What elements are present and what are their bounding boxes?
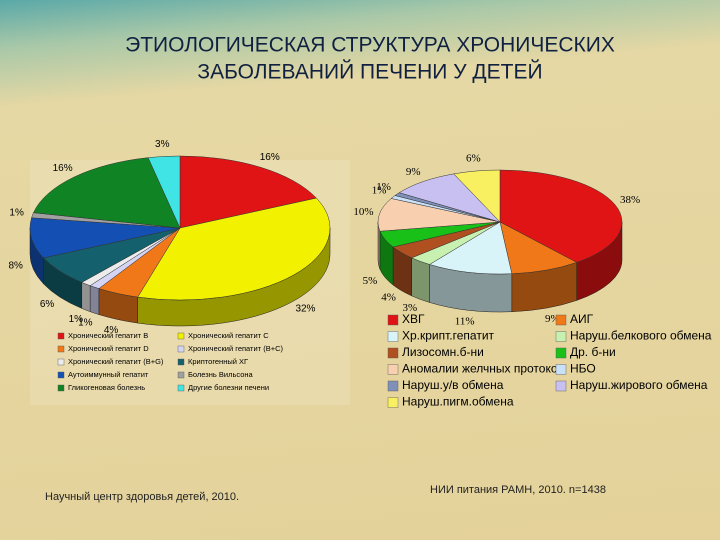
legend-swatch xyxy=(177,384,185,392)
value-label: 32% xyxy=(295,304,315,315)
legend-label: Хр.крипт.гепатит xyxy=(402,329,495,343)
value-label: 5% xyxy=(363,275,378,287)
legend-label: Наруш.жирового обмена xyxy=(570,378,708,392)
legend-swatch xyxy=(57,371,65,379)
value-label: 3% xyxy=(155,139,170,150)
legend-label: Болезнь Вильсона xyxy=(188,370,254,379)
value-label: 1% xyxy=(78,318,93,329)
legend-label: Др. б-ни xyxy=(570,345,616,359)
value-label: 6% xyxy=(466,153,481,165)
value-label: 11% xyxy=(455,315,475,327)
legend-label: Хронический гепатит (В+G) xyxy=(68,357,164,366)
slice xyxy=(499,169,623,263)
legend-label: ХВГ xyxy=(402,312,425,326)
legend-swatch xyxy=(57,332,65,340)
legend-swatch xyxy=(555,364,567,375)
value-label: 16% xyxy=(53,163,73,174)
legend-swatch xyxy=(57,345,65,353)
source: Научный центр здоровья детей, 2010. xyxy=(45,491,239,503)
slice xyxy=(137,197,331,301)
legend-label: Хронический гепатит С xyxy=(188,331,269,340)
value-label: 6% xyxy=(40,299,55,310)
value-label: 4% xyxy=(104,325,119,336)
title-line: ЭТИОЛОГИЧЕСКАЯ СТРУКТУРА ХРОНИЧЕСКИХ xyxy=(125,34,615,57)
value-label: 10% xyxy=(353,206,373,218)
legend-label: Наруш.белкового обмена xyxy=(570,329,712,343)
legend-label: Хронический гепатит В xyxy=(68,331,148,340)
value-label: 1% xyxy=(372,185,387,197)
legend-swatch xyxy=(387,331,399,342)
slice-side xyxy=(89,285,100,315)
value-label: 9% xyxy=(406,166,421,178)
legend-swatch xyxy=(387,347,399,359)
legend-swatch xyxy=(387,364,399,375)
legend-swatch xyxy=(387,314,399,326)
value-label: 1% xyxy=(9,208,24,219)
legend-label: НБО xyxy=(570,362,596,376)
slice xyxy=(29,217,181,259)
slice xyxy=(453,169,501,223)
legend-swatch xyxy=(387,380,399,392)
slice xyxy=(179,155,317,229)
value-label: 3% xyxy=(402,302,417,314)
legend-label: Гликогеновая болезнь xyxy=(68,383,145,392)
slice xyxy=(147,155,181,229)
legend-swatch xyxy=(555,347,567,359)
legend-swatch xyxy=(555,314,567,326)
legend-swatch xyxy=(57,358,65,366)
legend-swatch xyxy=(555,331,567,342)
value-label: 4% xyxy=(381,291,396,303)
legend-swatch xyxy=(177,345,185,353)
legend-swatch xyxy=(555,380,567,392)
slice xyxy=(428,221,513,275)
legend-label: Хронический гепатит (В+С) xyxy=(188,344,283,353)
legend-swatch xyxy=(57,384,65,392)
legend-label: Лизосомн.б-ни xyxy=(402,345,484,359)
value-label: 1% xyxy=(376,181,391,193)
legend-label: Аутоиммунный гепатит xyxy=(68,370,149,379)
legend-swatch xyxy=(177,358,185,366)
legend-swatch xyxy=(177,371,185,379)
slice-side xyxy=(411,257,430,303)
legend-label: Хронический гепатит D xyxy=(68,344,149,353)
source: НИИ питания РАМН, 2010. n=1438 xyxy=(430,484,606,496)
legend-label: Наруш.у/в обмена xyxy=(402,378,504,392)
legend-label: АИГ xyxy=(570,312,594,326)
slice xyxy=(33,157,181,229)
legend-label: Аномалии желчных протоков xyxy=(402,362,564,376)
slice-side xyxy=(81,282,91,312)
value-label: 38% xyxy=(620,194,640,206)
legend-label: Криптогенный ХГ xyxy=(188,357,248,366)
legend-swatch xyxy=(177,332,185,340)
value-label: 8% xyxy=(8,261,23,272)
slice xyxy=(377,198,501,232)
title-line: ЗАБОЛЕВАНИЙ ПЕЧЕНИ У ДЕТЕЙ xyxy=(197,60,542,84)
legend-label: Другие болезни печени xyxy=(188,383,269,392)
value-label: 1% xyxy=(69,314,84,325)
value-label: 16% xyxy=(260,152,280,163)
legend-swatch xyxy=(387,397,399,408)
legend-label: Наруш.пигм.обмена xyxy=(402,395,514,409)
